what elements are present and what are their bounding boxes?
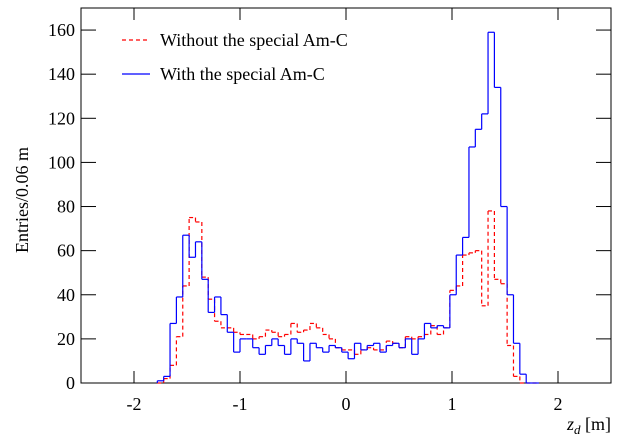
y-axis-label: Entries/0.06 m: [12, 147, 32, 253]
legend-label: With the special Am-C: [160, 64, 325, 84]
x-tick-label: 0: [342, 394, 351, 414]
y-tick-label: 0: [66, 373, 75, 393]
y-tick-label: 60: [57, 241, 75, 261]
y-tick-label: 40: [57, 285, 75, 305]
x-axis-label: zd [m]: [566, 414, 611, 437]
legend-label: Without the special Am-C: [160, 30, 348, 50]
y-tick-label: 120: [48, 108, 75, 128]
y-tick-label: 100: [48, 152, 75, 172]
y-tick-label: 140: [48, 64, 75, 84]
x-tick-label: 1: [448, 394, 457, 414]
x-tick-label: 2: [554, 394, 563, 414]
x-tick-label: -1: [233, 394, 248, 414]
y-tick-label: 160: [48, 20, 75, 40]
y-tick-label: 80: [57, 197, 75, 217]
x-tick-label: -2: [127, 394, 142, 414]
y-tick-label: 20: [57, 329, 75, 349]
histogram-series: [156, 31, 539, 384]
